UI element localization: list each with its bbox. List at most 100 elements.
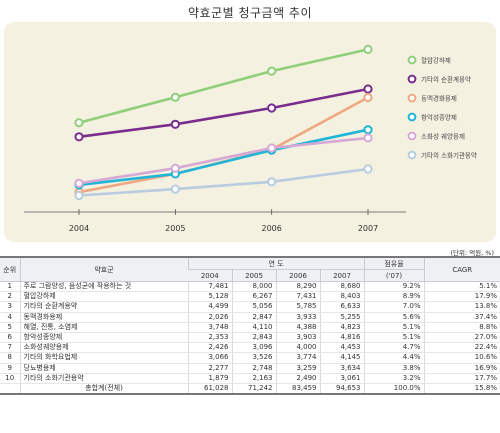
- table-row: 4 동맥경화용제 2,026 2,847 3,933 5,255 5.6% 37.4%: [0, 312, 500, 323]
- header-year-2006: 2006: [275, 269, 320, 282]
- cell-v2007: 4,453: [319, 342, 364, 354]
- table-row: 6 항악성종양제 2,353 2,843 3,903 4,816 5.1% 27.0%: [0, 332, 500, 344]
- cell-rank: 7: [0, 342, 20, 354]
- legend-label: 항악성종양제: [421, 113, 457, 122]
- cell-cagr: 27.0%: [423, 332, 500, 344]
- cell-cagr: 5.1%: [423, 281, 500, 293]
- data-point: [170, 119, 180, 129]
- legend-label: 혈압강하제: [421, 56, 451, 65]
- cell-share: 5.1%: [363, 332, 424, 344]
- series-line: [77, 128, 370, 187]
- cell-v2006: 5,785: [275, 301, 320, 313]
- header-group: 약효군: [19, 256, 188, 282]
- cell-rank: 10: [0, 373, 20, 384]
- cell-name: 주로 그람양성, 음성균에 작용하는 것: [19, 281, 188, 293]
- cell-share: 3.2%: [363, 373, 424, 384]
- cell-v2004: 3,748: [187, 322, 232, 333]
- cell-v2007: 5,255: [319, 312, 364, 323]
- cell-rank: 5: [0, 322, 20, 333]
- cell-name: 기타의 순환계용약: [19, 301, 188, 313]
- cell-v2007: 4,816: [319, 332, 364, 344]
- header-rank: 순위: [0, 256, 20, 282]
- cell-cagr: 17.9%: [423, 291, 500, 303]
- data-point: [363, 164, 373, 174]
- data-point: [267, 177, 277, 187]
- legend-label: 기타의 소화기관용약: [421, 151, 477, 160]
- total-v2005: 71,242: [231, 382, 276, 396]
- table-row: 10 기타의 소화기관용약 1,879 2,163 2,490 3,061 3.2% 17.7…: [0, 373, 500, 384]
- cell-rank-blank: [0, 382, 20, 396]
- data-point: [74, 118, 84, 128]
- cell-v2007: 3,634: [319, 363, 364, 374]
- legend-marker: [407, 112, 417, 122]
- data-point: [363, 125, 373, 135]
- table-row: 5 해열, 진통, 소염제 3,748 4,110 4,388 4,823 5.1% 8.8%: [0, 322, 500, 333]
- cell-v2007: 8,680: [319, 281, 364, 293]
- cell-rank: 4: [0, 312, 20, 323]
- cell-cagr: 37.4%: [423, 312, 500, 323]
- cell-v2005: 2,843: [231, 332, 276, 344]
- cell-cagr: 16.9%: [423, 363, 500, 374]
- table-total-row: 총합계(전체) 61,028 71,242 83,459 94,653 100.0% 15.…: [0, 382, 500, 396]
- cell-v2007: 3,061: [319, 373, 364, 384]
- total-share: 100.0%: [363, 382, 424, 396]
- table-row: 9 당뇨병용제 2,277 2,748 3,259 3,634 3.8% 16.9%: [0, 363, 500, 374]
- cell-rank: 3: [0, 301, 20, 313]
- header-cagr: CAGR: [423, 256, 500, 282]
- cell-rank: 6: [0, 332, 20, 344]
- table-row: 2 혈압강하제 5,128 6,267 7,431 8,403 8.9% 17.9%: [0, 291, 500, 303]
- data-point: [267, 103, 277, 113]
- cell-v2004: 4,499: [187, 301, 232, 313]
- series-line: [77, 167, 370, 197]
- cell-v2006: 8,290: [275, 281, 320, 293]
- cell-v2004: 2,026: [187, 312, 232, 323]
- cell-share: 5.6%: [363, 312, 424, 323]
- cell-name: 동맥경화용제: [19, 312, 188, 323]
- cell-v2004: 2,353: [187, 332, 232, 344]
- cell-v2005: 6,267: [231, 291, 276, 303]
- x-tick-label: 2007: [358, 224, 378, 233]
- cell-name: 해열, 진통, 소염제: [19, 322, 188, 333]
- cell-share: 5.1%: [363, 322, 424, 333]
- cell-v2007: 6,633: [319, 301, 364, 313]
- table-row: 7 소화성궤양용제 2,426 3,096 4,000 4,453 4.7% 22.4%: [0, 342, 500, 354]
- header-year-group: 연 도: [187, 256, 364, 270]
- cell-cagr: 17.7%: [423, 373, 500, 384]
- data-point: [170, 163, 180, 173]
- data-point: [170, 184, 180, 194]
- data-point: [363, 133, 373, 143]
- cell-v2004: 5,128: [187, 291, 232, 303]
- chart-panel: 2004 2005 2006 2007 혈압강하제 기타의 순환계용약 동맥경화용제 항악성종…: [4, 22, 496, 242]
- unit-note: (단위: 억원, %): [450, 249, 494, 257]
- cell-share: 3.8%: [363, 363, 424, 374]
- legend-marker: [407, 131, 417, 141]
- series-line: [77, 87, 370, 139]
- cell-cagr: 22.4%: [423, 342, 500, 354]
- x-tick-label: 2004: [69, 224, 89, 233]
- cell-v2006: 2,490: [275, 373, 320, 384]
- cell-v2006: 3,259: [275, 363, 320, 374]
- header-year-2004: 2004: [188, 269, 232, 282]
- x-tick-label: 2006: [261, 224, 281, 233]
- cell-v2005: 2,748: [231, 363, 276, 374]
- cell-v2005: 2,847: [231, 312, 276, 323]
- cell-v2004: 3,066: [187, 352, 232, 364]
- total-v2007: 94,653: [319, 382, 364, 396]
- total-name: 총합계(전체): [19, 382, 188, 396]
- cell-v2006: 3,903: [275, 332, 320, 344]
- legend-label: 기타의 순환계용약: [421, 75, 471, 84]
- cell-v2006: 4,388: [275, 322, 320, 333]
- header-year-2007: 2007: [319, 269, 364, 282]
- data-point: [363, 44, 373, 54]
- cell-v2004: 2,426: [187, 342, 232, 354]
- cell-v2005: 3,096: [231, 342, 276, 354]
- cell-name: 기타의 화학요법제: [19, 352, 188, 364]
- cell-v2005: 4,110: [231, 322, 276, 333]
- legend-marker: [407, 55, 417, 65]
- cell-share: 4.4%: [363, 352, 424, 364]
- legend-marker: [407, 150, 417, 160]
- cell-share: 8.9%: [363, 291, 424, 303]
- cell-name: 혈압강하제: [19, 291, 188, 303]
- cell-v2007: 4,145: [319, 352, 364, 364]
